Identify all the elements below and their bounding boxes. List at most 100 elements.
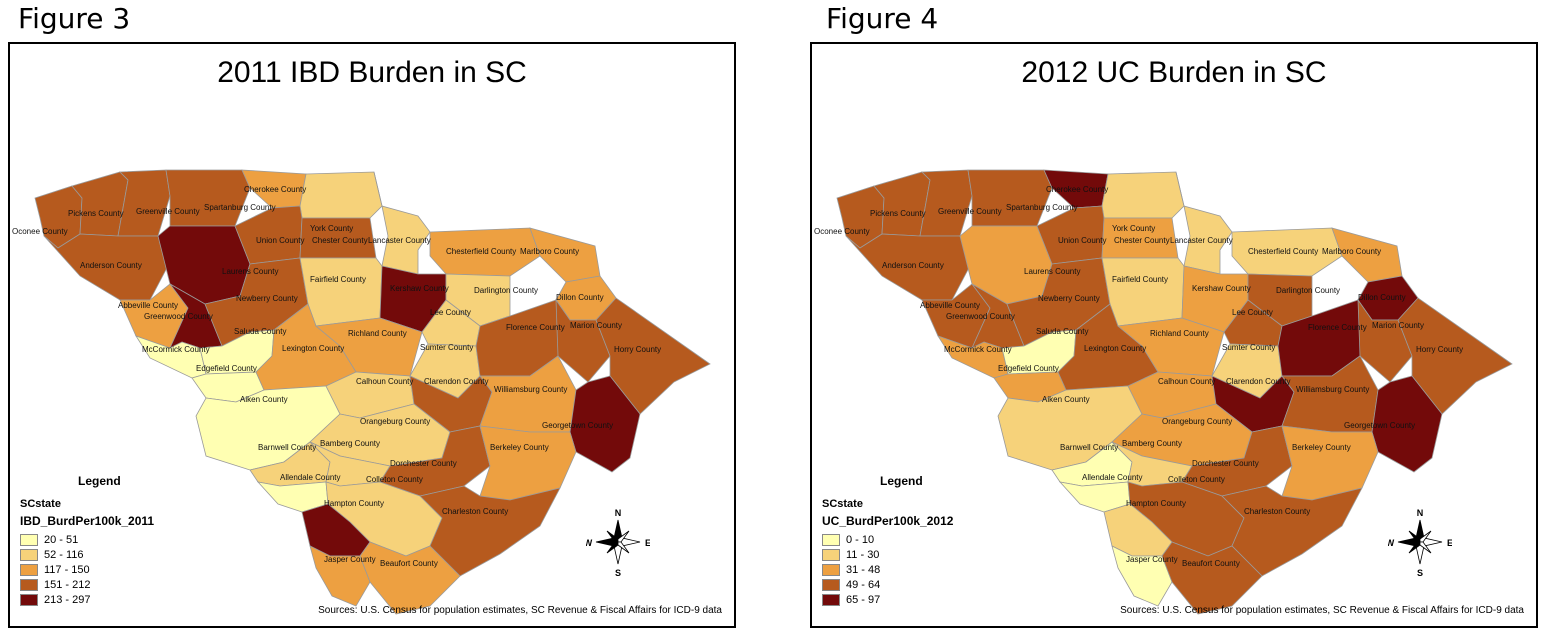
legend-label: 49 - 64	[846, 578, 881, 591]
county-label: Bamberg County	[1122, 439, 1182, 448]
county-label: Marion County	[570, 321, 622, 330]
county-label: Saluda County	[1036, 327, 1088, 336]
county-label: Colleton County	[366, 475, 423, 484]
county-label: Barnwell County	[258, 443, 316, 452]
county-label: Cherokee County	[244, 185, 306, 194]
county-label: Kershaw County	[1192, 284, 1251, 293]
compass-label: W	[586, 538, 593, 548]
legend-label: 117 - 150	[44, 563, 90, 576]
compass-rose-icon: N S W E	[1388, 508, 1452, 578]
county-label: York County	[310, 224, 353, 233]
county-label: Greenwood County	[144, 312, 213, 321]
county-label: Abbeville County	[118, 301, 178, 310]
county-label: Aiken County	[1042, 395, 1090, 404]
county-label: Horry County	[1416, 345, 1463, 354]
county-label: Edgefield County	[196, 364, 257, 373]
figure-caption: Figure 4	[826, 2, 939, 35]
county-label: Oconee County	[814, 227, 870, 236]
county-shape	[1161, 541, 1263, 615]
county-label: Jasper County	[324, 555, 376, 564]
legend-swatch	[20, 548, 38, 561]
legend-label: 31 - 48	[846, 563, 881, 576]
county-label: Pickens County	[870, 209, 926, 218]
county-label: Orangeburg County	[360, 417, 430, 426]
county-label: Clarendon County	[1226, 377, 1290, 386]
county-label: Greenwood County	[946, 312, 1015, 321]
legend-item: 20 - 51	[20, 532, 154, 547]
county-label: Barnwell County	[1060, 443, 1118, 452]
legend-title: Legend	[880, 474, 923, 488]
legend-item: 117 - 150	[20, 562, 154, 577]
county-shape	[967, 169, 1053, 227]
county-shape	[1111, 545, 1173, 607]
legend-item: 65 - 97	[822, 592, 953, 607]
county-label: Hampton County	[324, 499, 384, 508]
county-shape	[1397, 297, 1513, 415]
county-label: Dillon County	[1358, 293, 1406, 302]
county-label: Lancaster County	[368, 236, 431, 245]
legend-swatch	[822, 593, 840, 606]
legend-item: 52 - 116	[20, 547, 154, 562]
legend-rows: 0 - 10 11 - 30 31 - 48 49 - 64 65 - 97	[822, 532, 953, 607]
county-label: York County	[1112, 224, 1155, 233]
legend-label: 0 - 10	[846, 533, 875, 546]
county-label: McCormick County	[944, 345, 1012, 354]
compass-label: W	[1388, 538, 1395, 548]
county-shape	[309, 545, 371, 607]
compass-rose-icon: N S W E	[586, 508, 650, 578]
county-label: Dorchester County	[390, 459, 457, 468]
county-label: Chester County	[1114, 236, 1170, 245]
legend-label: 11 - 30	[846, 548, 880, 561]
county-label: Beaufort County	[380, 559, 438, 568]
legend-swatch	[20, 578, 38, 591]
county-shape	[359, 541, 461, 615]
compass-label: S	[615, 568, 621, 578]
county-label: Georgetown County	[542, 421, 613, 430]
legend-item: 31 - 48	[822, 562, 953, 577]
legend: Legend SCstate IBD_BurdPer100k_2011 20 -…	[20, 474, 154, 607]
county-label: Beaufort County	[1182, 559, 1240, 568]
county-label: Chesterfield County	[446, 247, 516, 256]
legend-swatch	[822, 563, 840, 576]
county-label: Lancaster County	[1170, 236, 1233, 245]
county-label: Bamberg County	[320, 439, 380, 448]
county-label: Georgetown County	[1344, 421, 1415, 430]
legend-label: 20 - 51	[44, 533, 79, 546]
legend-item: 49 - 64	[822, 577, 953, 592]
legend: Legend SCstate UC_BurdPer100k_2012 0 - 1…	[822, 474, 953, 607]
county-label: Edgefield County	[998, 364, 1059, 373]
county-label: Darlington County	[474, 286, 538, 295]
legend-swatch	[20, 593, 38, 606]
county-label: Sumter County	[420, 343, 473, 352]
map-title: 2012 UC Burden in SC	[1021, 56, 1327, 89]
legend-item: 0 - 10	[822, 532, 953, 547]
county-label: Charleston County	[1244, 507, 1310, 516]
county-label: Marlboro County	[520, 247, 579, 256]
county-shape	[419, 485, 561, 577]
county-label: Williamsburg County	[494, 385, 567, 394]
county-label: Aiken County	[240, 395, 288, 404]
county-label: Allendale County	[280, 473, 340, 482]
county-shape	[165, 169, 251, 227]
legend-title: Legend	[78, 474, 121, 488]
legend-swatch	[822, 578, 840, 591]
county-label: Williamsburg County	[1296, 385, 1369, 394]
compass-label: E	[1447, 538, 1452, 548]
map-panel: 2012 UC Burden in SC Oconee County Picken…	[810, 42, 1538, 628]
county-label: Chesterfield County	[1248, 247, 1318, 256]
compass-label: S	[1417, 568, 1423, 578]
county-label: Darlington County	[1276, 286, 1340, 295]
legend-label: 65 - 97	[846, 593, 881, 606]
county-shape	[595, 297, 711, 415]
county-label: Pickens County	[68, 209, 124, 218]
legend-item: 213 - 297	[20, 592, 154, 607]
legend-field: IBD_BurdPer100k_2011	[20, 514, 155, 528]
county-label: Abbeville County	[920, 301, 980, 310]
legend-layer: SCstate	[822, 498, 863, 510]
compass-label: E	[645, 538, 650, 548]
source-note: Sources: U.S. Census for population esti…	[318, 605, 722, 616]
county-label: Richland County	[348, 329, 407, 338]
compass-label: N	[615, 508, 622, 518]
